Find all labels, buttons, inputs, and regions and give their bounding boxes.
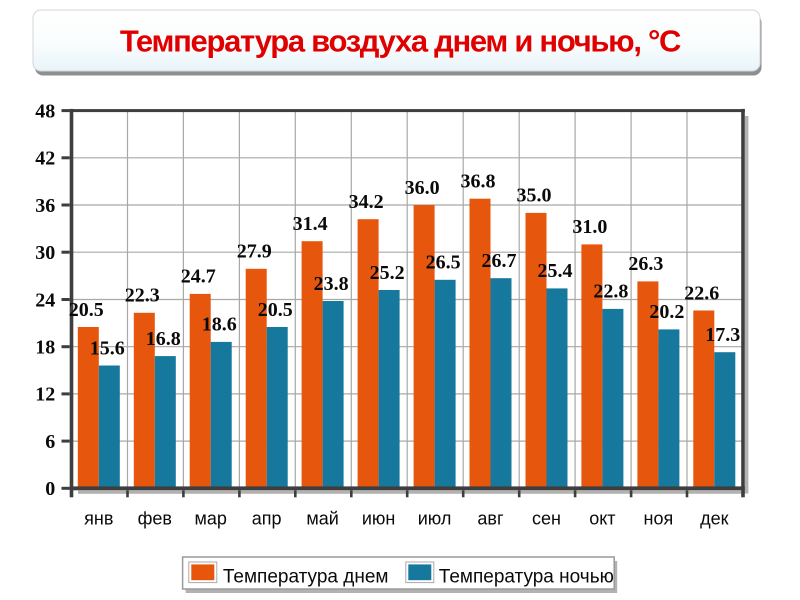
svg-text:25.4: 25.4 xyxy=(538,260,573,282)
svg-text:дек: дек xyxy=(700,509,729,529)
svg-text:36.0: 36.0 xyxy=(405,177,440,199)
svg-text:36: 36 xyxy=(35,195,55,217)
svg-text:24: 24 xyxy=(35,289,55,311)
svg-text:27.9: 27.9 xyxy=(237,241,272,263)
svg-text:31.0: 31.0 xyxy=(572,216,607,238)
svg-text:34.2: 34.2 xyxy=(349,191,384,213)
svg-text:Температура ночью: Температура ночью xyxy=(439,567,614,588)
svg-text:22.6: 22.6 xyxy=(684,282,719,304)
svg-text:июл: июл xyxy=(418,509,452,529)
svg-text:35.0: 35.0 xyxy=(517,185,552,207)
svg-text:20.5: 20.5 xyxy=(258,299,293,321)
svg-text:23.8: 23.8 xyxy=(314,273,349,295)
svg-text:Температура воздуха днем и ноч: Температура воздуха днем и ночью, °C xyxy=(120,24,681,59)
svg-text:янв: янв xyxy=(84,509,113,529)
svg-text:12: 12 xyxy=(35,384,55,406)
svg-text:25.2: 25.2 xyxy=(370,262,405,284)
svg-text:май: май xyxy=(306,509,338,529)
svg-text:6: 6 xyxy=(45,431,55,453)
svg-text:26.7: 26.7 xyxy=(482,250,517,272)
svg-text:16.8: 16.8 xyxy=(146,328,181,350)
svg-text:15.6: 15.6 xyxy=(90,337,125,359)
svg-text:48: 48 xyxy=(35,100,55,122)
svg-text:18.6: 18.6 xyxy=(202,314,237,336)
svg-text:Температура днем: Температура днем xyxy=(223,567,389,588)
svg-text:26.3: 26.3 xyxy=(628,253,663,275)
svg-text:22.8: 22.8 xyxy=(593,281,628,303)
svg-text:ноя: ноя xyxy=(644,509,674,529)
svg-text:31.4: 31.4 xyxy=(293,213,328,235)
svg-text:24.7: 24.7 xyxy=(181,266,216,288)
svg-text:окт: окт xyxy=(589,509,615,529)
svg-text:фев: фев xyxy=(138,509,172,529)
svg-text:авг: авг xyxy=(477,509,504,529)
svg-text:22.3: 22.3 xyxy=(125,285,160,307)
svg-text:30: 30 xyxy=(35,242,55,264)
svg-text:0: 0 xyxy=(45,478,55,500)
svg-text:мар: мар xyxy=(194,509,226,529)
svg-text:сен: сен xyxy=(532,509,561,529)
svg-text:20.2: 20.2 xyxy=(649,301,684,323)
svg-text:июн: июн xyxy=(362,509,396,529)
svg-text:20.5: 20.5 xyxy=(69,299,104,321)
svg-text:36.8: 36.8 xyxy=(461,171,496,193)
svg-text:17.3: 17.3 xyxy=(705,324,740,346)
svg-text:апр: апр xyxy=(252,509,282,529)
svg-text:18: 18 xyxy=(35,337,55,359)
svg-text:42: 42 xyxy=(35,148,55,170)
svg-text:26.5: 26.5 xyxy=(426,252,461,274)
